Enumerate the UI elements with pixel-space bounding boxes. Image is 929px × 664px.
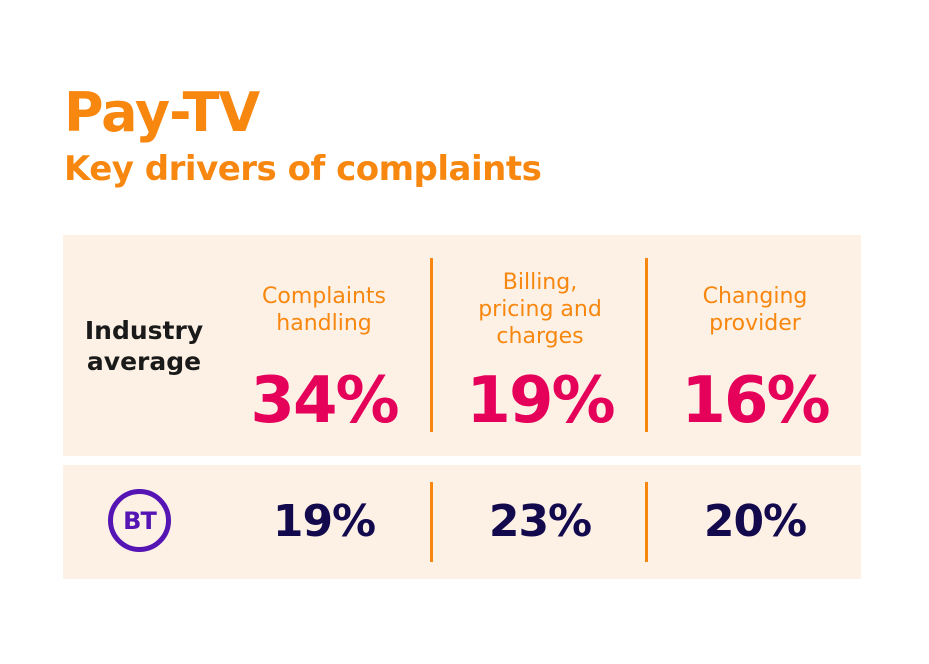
- column-divider: [430, 482, 433, 562]
- bt-row: BT 19% 23% 20%: [63, 465, 861, 579]
- industry-average-label-line-1: Industry: [84, 315, 204, 345]
- industry-average-row: Industry average Complaints handling 34%…: [63, 235, 861, 456]
- column-header-line: Changing: [702, 284, 808, 309]
- industry-average-value-complaints-handling: 34%: [250, 364, 399, 438]
- column-header-line: Complaints: [262, 284, 386, 309]
- industry-average-label-line-2: average: [86, 346, 202, 376]
- bt-value-complaints-handling: 19%: [272, 496, 376, 547]
- column-billing-pricing-charges: Billing, pricing and charges 19%: [430, 235, 650, 456]
- column-header-complaints-handling: Complaints handling: [214, 281, 434, 339]
- bt-value-billing-pricing-charges: 23%: [488, 496, 592, 547]
- column-divider: [645, 258, 648, 432]
- industry-average-value-billing-pricing-charges: 19%: [466, 364, 615, 438]
- column-header-line: provider: [709, 311, 801, 336]
- column-divider: [430, 258, 433, 432]
- column-complaints-handling: Complaints handling 34%: [214, 235, 434, 456]
- bt-column-billing-pricing-charges: 23%: [430, 465, 650, 579]
- column-header-changing-provider: Changing provider: [645, 281, 865, 339]
- industry-average-label: Industry average: [63, 235, 225, 456]
- chart-subtitle: Key drivers of complaints: [64, 149, 542, 189]
- column-changing-provider: Changing provider 16%: [645, 235, 865, 456]
- column-header-line: handling: [276, 311, 372, 336]
- bt-column-complaints-handling: 19%: [214, 465, 434, 579]
- column-divider: [645, 482, 648, 562]
- bt-column-changing-provider: 20%: [645, 465, 865, 579]
- column-header-line: Billing,: [502, 269, 578, 295]
- bt-logo-icon: BT: [108, 489, 171, 552]
- column-header-line: charges: [496, 323, 584, 349]
- column-header-billing-pricing-charges: Billing, pricing and charges: [430, 265, 650, 353]
- industry-average-value-changing-provider: 16%: [681, 364, 830, 438]
- chart-title: Pay-TV: [64, 81, 260, 144]
- column-header-line: pricing and: [478, 296, 602, 322]
- bt-value-changing-provider: 20%: [703, 496, 807, 547]
